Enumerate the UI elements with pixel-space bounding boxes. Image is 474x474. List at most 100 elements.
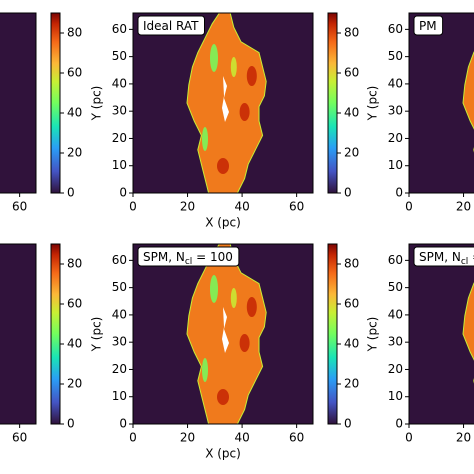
x-tick-label: 60 [12,200,27,214]
y-tick-label: 50 [112,280,127,294]
cloud-patch [239,103,250,121]
colorbar-tick-label: 80 [344,26,359,40]
panel: 0 20 40 60 0 10 20 30 40 50 60 X (pc) Y (pc) Ideal RA… [90,12,359,230]
panel-label-tail: = 100 [192,250,233,264]
cloud-patch [230,57,237,77]
colorbar-tick-label: 0 [344,186,352,200]
panel-label-box [137,246,240,267]
panel-label-text: SPM, N [419,250,461,264]
y-tick-label: 40 [112,307,127,321]
panel: 60 0 20 40 60 80 [0,243,82,445]
heatmap-field [186,244,267,424]
y-tick-label: 20 [388,131,403,145]
panel-label-box [413,15,444,36]
panel-label-box [137,15,205,36]
x-tick-label: 40 [234,200,249,214]
axes-frame [0,243,37,425]
cloud-patch [217,389,229,405]
y-tick-label: 60 [112,22,127,36]
colorbar-tick-label: 40 [67,337,82,351]
cloud-patch [246,297,257,317]
x-axis-label: X (pc) [205,447,241,461]
panel-label-subscript: cl [461,257,468,267]
y-tick-label: 30 [388,104,403,118]
panel-label-text: SPM, N [143,250,185,264]
colorbar-tick-label: 0 [67,417,75,431]
x-tick-label: 20 [456,431,471,445]
x-tick-label: 0 [129,431,137,445]
panel-label-subscript: cl [185,257,192,267]
panel: 0 20 0 10 20 30 40 50 60 Y (pc) PM [366,12,474,214]
y-axis-label: Y (pc) [366,317,380,353]
y-tick-label: 40 [112,76,127,90]
y-tick-label: 50 [388,280,403,294]
x-tick-label: 60 [289,200,304,214]
y-tick-label: 30 [112,104,127,118]
colorbar-tick-label: 80 [67,257,82,271]
cloud-patch [217,158,229,174]
y-tick-label: 0 [119,186,127,200]
heatmap-background [0,13,36,193]
y-axis-label: Y (pc) [90,86,104,122]
axes-frame [132,12,314,194]
panel-label: PM [419,19,437,33]
cloud-patch [202,127,208,151]
panel-label: SPM, Ncl = [419,250,474,267]
cloud-patch [210,275,218,303]
axes-frame [408,12,474,194]
heatmap-background [0,244,36,424]
panel-label: Ideal RAT [143,19,199,33]
x-tick-label: 0 [405,200,413,214]
axes-frame [408,243,474,425]
y-tick-label: 0 [119,417,127,431]
x-axis-label: X (pc) [205,216,241,230]
y-tick-label: 30 [112,335,127,349]
x-tick-label: 60 [12,431,27,445]
colorbar [50,243,61,425]
colorbar-tick-label: 40 [67,106,82,120]
x-tick-label: 0 [129,200,137,214]
colorbar [327,12,338,194]
colorbar-tick-label: 20 [67,377,82,391]
panel: 60 0 20 40 60 80 [0,12,82,214]
y-tick-label: 50 [112,49,127,63]
x-tick-label: 20 [456,200,471,214]
x-tick-label: 60 [289,431,304,445]
y-tick-label: 20 [112,131,127,145]
x-tick-label: 20 [180,200,195,214]
y-tick-label: 60 [388,22,403,36]
y-tick-label: 10 [388,389,403,403]
x-tick-label: 40 [234,431,249,445]
colorbar-tick-label: 20 [344,377,359,391]
panel-label-box [413,246,474,267]
colorbar [50,12,61,194]
y-tick-label: 40 [388,307,403,321]
panel-label: SPM, Ncl = 100 [143,250,233,267]
cloud-hole [222,76,229,122]
axes-frame [132,243,314,425]
cloud-region [462,282,474,384]
x-tick-label: 0 [405,431,413,445]
cloud-patch [239,334,250,352]
y-axis-label: Y (pc) [90,317,104,353]
y-tick-label: 30 [388,335,403,349]
axes-frame [0,12,37,194]
colorbar-tick-label: 80 [67,26,82,40]
heatmap-field [186,13,267,193]
y-tick-label: 10 [112,389,127,403]
y-tick-label: 0 [395,417,403,431]
cloud-patch [202,358,208,382]
colorbar-tick-label: 60 [67,297,82,311]
y-tick-label: 20 [112,362,127,376]
panel-label-text: PM [419,19,437,33]
colorbar-tick-label: 20 [67,146,82,160]
cloud-patch [230,288,237,308]
colorbar-tick-label: 80 [344,257,359,271]
cloud-region [462,51,474,153]
heatmap-field [462,282,474,384]
y-tick-label: 0 [395,186,403,200]
panel: 0 20 40 60 0 10 20 30 40 50 60 X (pc) Y (pc) SPM, Ncl… [90,243,359,461]
cloud-patch [210,44,218,72]
colorbar-tick-label: 60 [67,66,82,80]
